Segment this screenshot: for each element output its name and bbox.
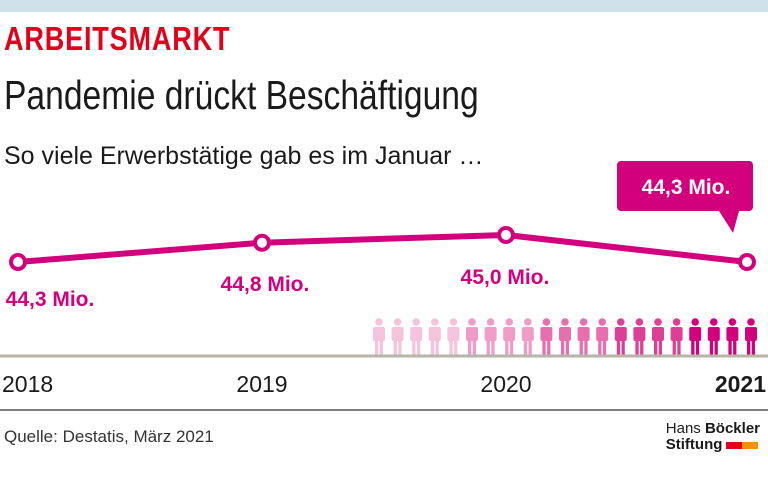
data-label: 44,3 Mio. — [6, 288, 95, 311]
person-icon — [466, 318, 478, 355]
person-icon — [503, 318, 516, 355]
person-icon — [410, 318, 423, 355]
person-icon — [726, 318, 739, 355]
person-icon — [596, 318, 609, 355]
subtitle: So viele Erwerbstätige gab es im Januar … — [4, 142, 484, 170]
person-icon — [540, 318, 553, 355]
person-icon — [652, 318, 664, 355]
logo-orange-bar — [742, 441, 759, 449]
data-label: 45,0 Mio. — [461, 266, 550, 289]
person-icon — [428, 318, 441, 355]
data-point — [253, 233, 271, 252]
data-label: 44,8 Mio. — [221, 273, 310, 296]
person-icon — [670, 318, 683, 355]
logo-red-bar — [726, 441, 743, 449]
data-point — [738, 253, 756, 271]
page-title: Pandemie drückt Beschäftigung — [4, 72, 479, 118]
person-icon — [689, 318, 702, 355]
person-icon — [484, 318, 497, 355]
person-icon — [391, 318, 404, 355]
kicker: ARBEITSMARKT — [4, 20, 231, 57]
person-icon — [577, 318, 590, 355]
x-tick-label: 2020 — [480, 371, 531, 397]
top-bar — [0, 0, 768, 12]
person-icon — [745, 318, 757, 355]
hans-boeckler-logo: Hans Böckler Stiftung — [666, 421, 760, 453]
person-icon — [559, 318, 571, 355]
series-line — [17, 231, 748, 265]
x-tick-label: 2021 — [715, 371, 766, 397]
person-icon — [521, 318, 534, 355]
person-icon — [373, 318, 385, 355]
logo-text-stiftung: Stiftung — [665, 436, 723, 453]
source-note: Quelle: Destatis, März 2021 — [4, 427, 214, 446]
highlight-callout — [617, 161, 753, 233]
person-icon — [707, 318, 720, 355]
data-point — [497, 225, 515, 244]
x-tick-label: 2018 — [2, 371, 53, 397]
logo-text-hans: Hans — [665, 420, 701, 437]
data-point — [9, 253, 27, 271]
x-tick-label: 2019 — [236, 371, 287, 397]
person-icon — [633, 318, 646, 355]
person-icon — [614, 318, 627, 355]
person-icon — [447, 318, 460, 355]
highlight-callout-label: 44,3 Mio. — [642, 176, 731, 199]
logo-text-boeckler: Böckler — [704, 420, 760, 437]
